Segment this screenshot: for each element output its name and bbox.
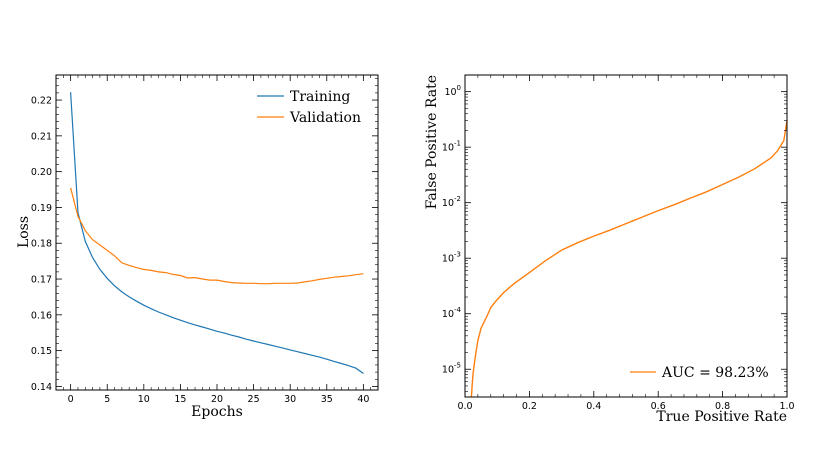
- loss-y-tick-label: 0.17: [31, 275, 52, 286]
- legend-validation-label: Validation: [289, 110, 361, 126]
- loss-line-validation: [70, 187, 364, 285]
- roc-x-axis-label: True Positive Rate: [656, 409, 787, 425]
- roc-y-tick-label: 10-1: [442, 140, 461, 154]
- loss-y-axis-label: Loss: [16, 216, 32, 248]
- roc-x-tick-label: 0.8: [715, 401, 730, 412]
- loss-x-tick-label: 30: [284, 394, 296, 405]
- loss-y-tick-label: 0.15: [31, 346, 52, 357]
- loss-x-tick-label: 35: [321, 394, 333, 405]
- roc-y-tick-exponent: -2: [454, 195, 461, 203]
- loss-x-tick-label: 25: [248, 394, 260, 405]
- roc-y-tick-exponent: 0: [457, 84, 461, 92]
- roc-line: [470, 120, 788, 398]
- roc-y-tick-exponent: -5: [454, 362, 461, 370]
- roc-plot-frame: [464, 74, 788, 398]
- roc-x-tick-label: 1.0: [779, 401, 794, 412]
- loss-legend: Training Validation: [257, 89, 361, 126]
- loss-x-tick-label: 0: [68, 394, 74, 405]
- loss-chart: 0 5 10 15 20 25 30 35 40 0.14 0.15 0.16 0.17 0.18 0.19…: [16, 74, 379, 420]
- roc-x-tick-label: 0.6: [651, 401, 666, 412]
- loss-x-tick-label: 20: [211, 394, 223, 405]
- roc-y-tick-label: 10-5: [442, 362, 461, 376]
- roc-x-tick-label: 0.2: [522, 401, 537, 412]
- loss-x-tick-label: 15: [174, 394, 186, 405]
- loss-y-tick-label: 0.20: [31, 167, 52, 178]
- loss-y-tick-label: 0.18: [31, 239, 52, 250]
- roc-legend: AUC = 98.23%: [630, 365, 769, 381]
- roc-y-tick-exponent: -3: [454, 251, 461, 259]
- roc-x-tick-label: 0.0: [457, 401, 472, 412]
- loss-y-tick-label: 0.14: [31, 382, 52, 393]
- loss-y-tick-label: 0.21: [31, 131, 52, 142]
- loss-x-tick-label: 10: [138, 394, 150, 405]
- loss-series-group: [70, 92, 364, 374]
- roc-y-tick-exponent: -4: [454, 306, 462, 314]
- roc-y-tick-label: 10-4: [442, 306, 462, 320]
- loss-y-tick-label: 0.19: [31, 203, 52, 214]
- roc-tick-group: 0.0 0.2 0.4 0.6 0.8 1.0 10-5 10-4 10-3 10-2 10-1 10…: [442, 75, 795, 412]
- roc-y-tick-label: 100: [444, 84, 461, 98]
- legend-training-label: Training: [290, 89, 350, 105]
- loss-x-tick-label: 5: [104, 394, 110, 405]
- roc-x-tick-label: 0.4: [586, 401, 601, 412]
- loss-tick-group: 0 5 10 15 20 25 30 35 40 0.14 0.15 0.16 0.17 0.18 0.19…: [31, 75, 378, 405]
- loss-x-tick-label: 40: [357, 394, 369, 405]
- roc-y-tick-label: 10-3: [442, 251, 461, 265]
- roc-chart: 0.0 0.2 0.4 0.6 0.8 1.0 10-5 10-4 10-3 10-2 10-1 10…: [424, 74, 795, 425]
- legend-auc-label: AUC = 98.23%: [661, 365, 769, 381]
- roc-y-tick-exponent: -1: [454, 140, 461, 148]
- loss-y-tick-label: 0.16: [31, 310, 52, 321]
- roc-y-tick-label: 10-2: [442, 195, 461, 209]
- loss-x-axis-label: Epochs: [191, 404, 243, 420]
- loss-y-tick-label: 0.22: [31, 96, 52, 107]
- roc-y-axis-label: False Positive Rate: [424, 75, 440, 209]
- loss-line-training: [70, 92, 364, 374]
- roc-series-group: [470, 120, 788, 398]
